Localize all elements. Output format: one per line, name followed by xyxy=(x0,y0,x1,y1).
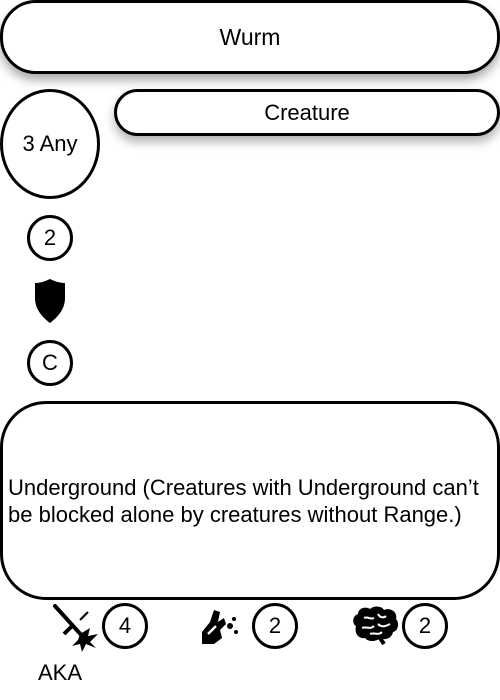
rules-text: Underground (Creatures with Underground … xyxy=(8,474,479,527)
magic-stat-circle: 2 xyxy=(252,603,298,649)
stat-top-circle: 2 xyxy=(27,215,73,261)
casting-hand-icon xyxy=(202,610,238,644)
card-type: Creature xyxy=(264,99,350,125)
stat-top-value: 2 xyxy=(43,225,57,250)
magic-stat-value: 2 xyxy=(268,613,282,638)
mind-stat-value: 2 xyxy=(418,613,432,638)
stat-bottom-value: C xyxy=(42,350,58,375)
cost-circle: 3 Any xyxy=(0,89,100,199)
rules-text-box: Underground (Creatures with Underground … xyxy=(0,401,500,600)
stat-bottom-circle: C xyxy=(27,340,73,386)
card-name-bar: Wurm xyxy=(0,0,500,74)
attack-stat-value: 4 xyxy=(118,613,132,638)
cost-value: 3 Any xyxy=(22,131,78,156)
card-name: Wurm xyxy=(219,23,281,50)
brain-icon xyxy=(353,606,399,646)
shield-icon xyxy=(35,279,65,323)
aka-label: AKA xyxy=(38,660,83,685)
sword-strike-icon xyxy=(53,604,98,652)
attack-stat-circle: 4 xyxy=(102,603,148,649)
card-type-bar: Creature xyxy=(114,89,500,136)
mind-stat-circle: 2 xyxy=(402,603,448,649)
